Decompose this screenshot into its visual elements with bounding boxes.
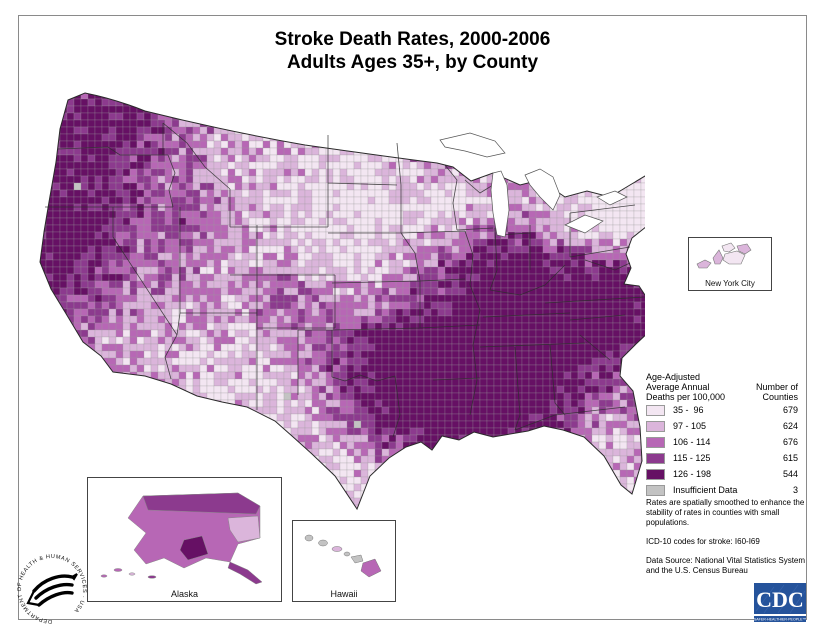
hhs-eagle-icon bbox=[26, 573, 78, 607]
legend-swatch-class2 bbox=[646, 420, 665, 432]
map-title-line2: Adults Ages 35+, by County bbox=[286, 52, 539, 73]
icd-note: ICD-10 codes for stroke: I60-I69 bbox=[646, 537, 760, 546]
us-coast-outline bbox=[39, 92, 645, 511]
alaska-inset-label: Alaska bbox=[170, 589, 198, 599]
map-footnotes: Rates are spatially smoothed to enhance … bbox=[646, 498, 806, 585]
hawaii-inset: Hawaii bbox=[292, 520, 396, 602]
cdc-logo: CDC SAFER·HEALTHIER·PEOPLE™ bbox=[754, 583, 806, 622]
legend-row: 97 - 105 624 bbox=[646, 418, 798, 434]
alaska-inset-map bbox=[100, 492, 263, 585]
legend-swatch-class3 bbox=[646, 436, 665, 448]
legend-swatch-class1 bbox=[646, 404, 665, 416]
legend-swatch-class5 bbox=[646, 468, 665, 480]
alaska-south-dark-patch bbox=[179, 535, 209, 561]
legend-swatch-insufficient bbox=[646, 484, 665, 496]
legend-row: Insufficient Data 3 bbox=[646, 482, 798, 498]
lake-superior-shape bbox=[439, 132, 506, 158]
data-source-note: Data Source: National Vital Statistics S… bbox=[646, 556, 806, 575]
state-border-lines bbox=[45, 122, 645, 438]
legend-row: 115 - 125 615 bbox=[646, 450, 798, 466]
lake-ontario-shape bbox=[596, 190, 628, 206]
us-county-choropleth-map bbox=[39, 92, 645, 511]
hhs-logo: DEPARTMENT OF HEALTH & HUMAN SERVICES · … bbox=[17, 554, 86, 624]
map-title-line1: Stroke Death Rates, 2000-2006 bbox=[274, 29, 551, 50]
map-title: Stroke Death Rates, 2000-2006 Adults Age… bbox=[18, 28, 807, 74]
legend-row: 35 - 96 679 bbox=[646, 402, 798, 418]
legend-swatch-class4 bbox=[646, 452, 665, 464]
alaska-panhandle bbox=[227, 561, 263, 585]
alaska-north-band bbox=[142, 492, 261, 515]
cdc-tagline: SAFER·HEALTHIER·PEOPLE™ bbox=[754, 618, 806, 622]
map-legend: Age-Adjusted Average Annual Deaths per 1… bbox=[646, 372, 798, 498]
lake-erie-shape bbox=[564, 214, 604, 234]
new-york-city-inset-label: New York City bbox=[705, 279, 755, 288]
great-lakes bbox=[439, 132, 628, 238]
hawaii-inset-label: Hawaii bbox=[330, 589, 358, 599]
alaska-inset: Alaska bbox=[87, 477, 282, 602]
hawaii-inset-map bbox=[304, 534, 382, 578]
legend-row: 106 - 114 676 bbox=[646, 434, 798, 450]
cdc-acronym: CDC bbox=[756, 587, 804, 612]
new-york-city-inset-map bbox=[696, 242, 752, 269]
lake-huron-shape bbox=[524, 168, 561, 211]
legend-row: 126 - 198 544 bbox=[646, 466, 798, 482]
new-york-city-inset: New York City bbox=[688, 237, 772, 291]
legend-header: Age-Adjusted Average Annual Deaths per 1… bbox=[646, 372, 798, 402]
lake-michigan-shape bbox=[490, 170, 510, 238]
alaska-east-patch bbox=[227, 515, 261, 543]
legend-counts-label: Number of Counties bbox=[755, 382, 798, 402]
smoothing-note: Rates are spatially smoothed to enhance … bbox=[646, 498, 805, 527]
legend-measure-label: Age-Adjusted Average Annual Deaths per 1… bbox=[646, 372, 726, 402]
